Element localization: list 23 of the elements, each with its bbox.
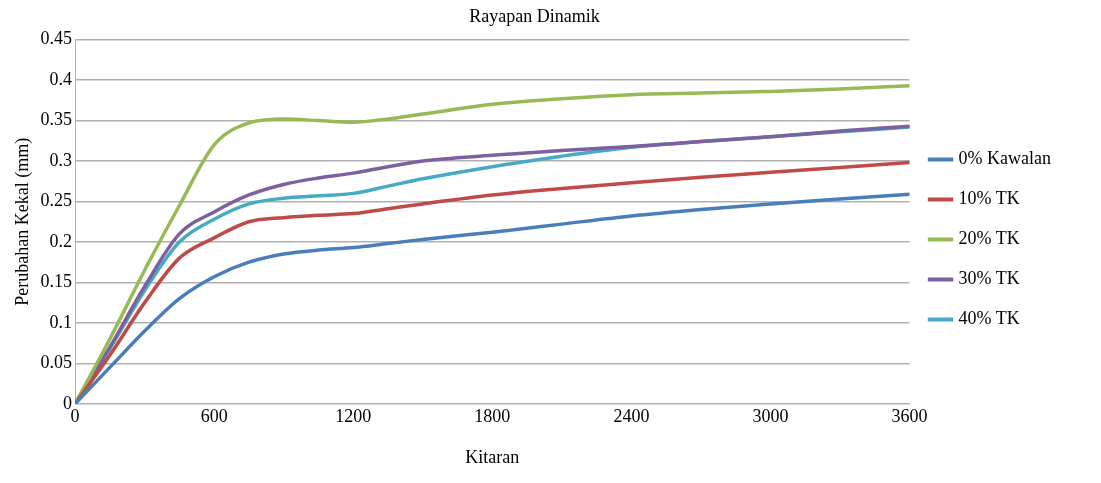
x-tick-label: 3600: [891, 406, 928, 427]
legend-label: 30% TK: [958, 268, 1020, 289]
legend-label: 10% TK: [958, 188, 1020, 209]
legend-label: 0% Kawalan: [958, 148, 1052, 169]
y-tick-label: 0.1: [49, 311, 73, 332]
y-tick-label: 0.15: [40, 271, 73, 292]
x-tick-label: 1200: [335, 406, 372, 427]
legend-label: 20% TK: [958, 228, 1020, 249]
legend-label: 40% TK: [958, 308, 1020, 329]
x-axis-title: Kitaran: [465, 446, 520, 467]
x-tick-label: 3000: [752, 406, 789, 427]
x-tick-label: 1800: [474, 406, 511, 427]
chart-title: Rayapan Dinamik: [469, 5, 600, 26]
y-tick-label: 0.25: [40, 190, 73, 211]
y-tick-label: 0.05: [40, 352, 73, 373]
y-axis-title: Perubahan Kekal (mm): [11, 137, 33, 306]
y-tick-label: 0.3: [49, 149, 73, 170]
x-tick-label: 600: [200, 406, 228, 427]
y-tick-label: 0.35: [40, 109, 73, 130]
y-tick-label: 0.4: [49, 68, 73, 89]
x-tick-label: 2400: [613, 406, 650, 427]
y-tick-label: 0.45: [40, 28, 73, 49]
y-tick-label: 0.2: [49, 230, 73, 251]
